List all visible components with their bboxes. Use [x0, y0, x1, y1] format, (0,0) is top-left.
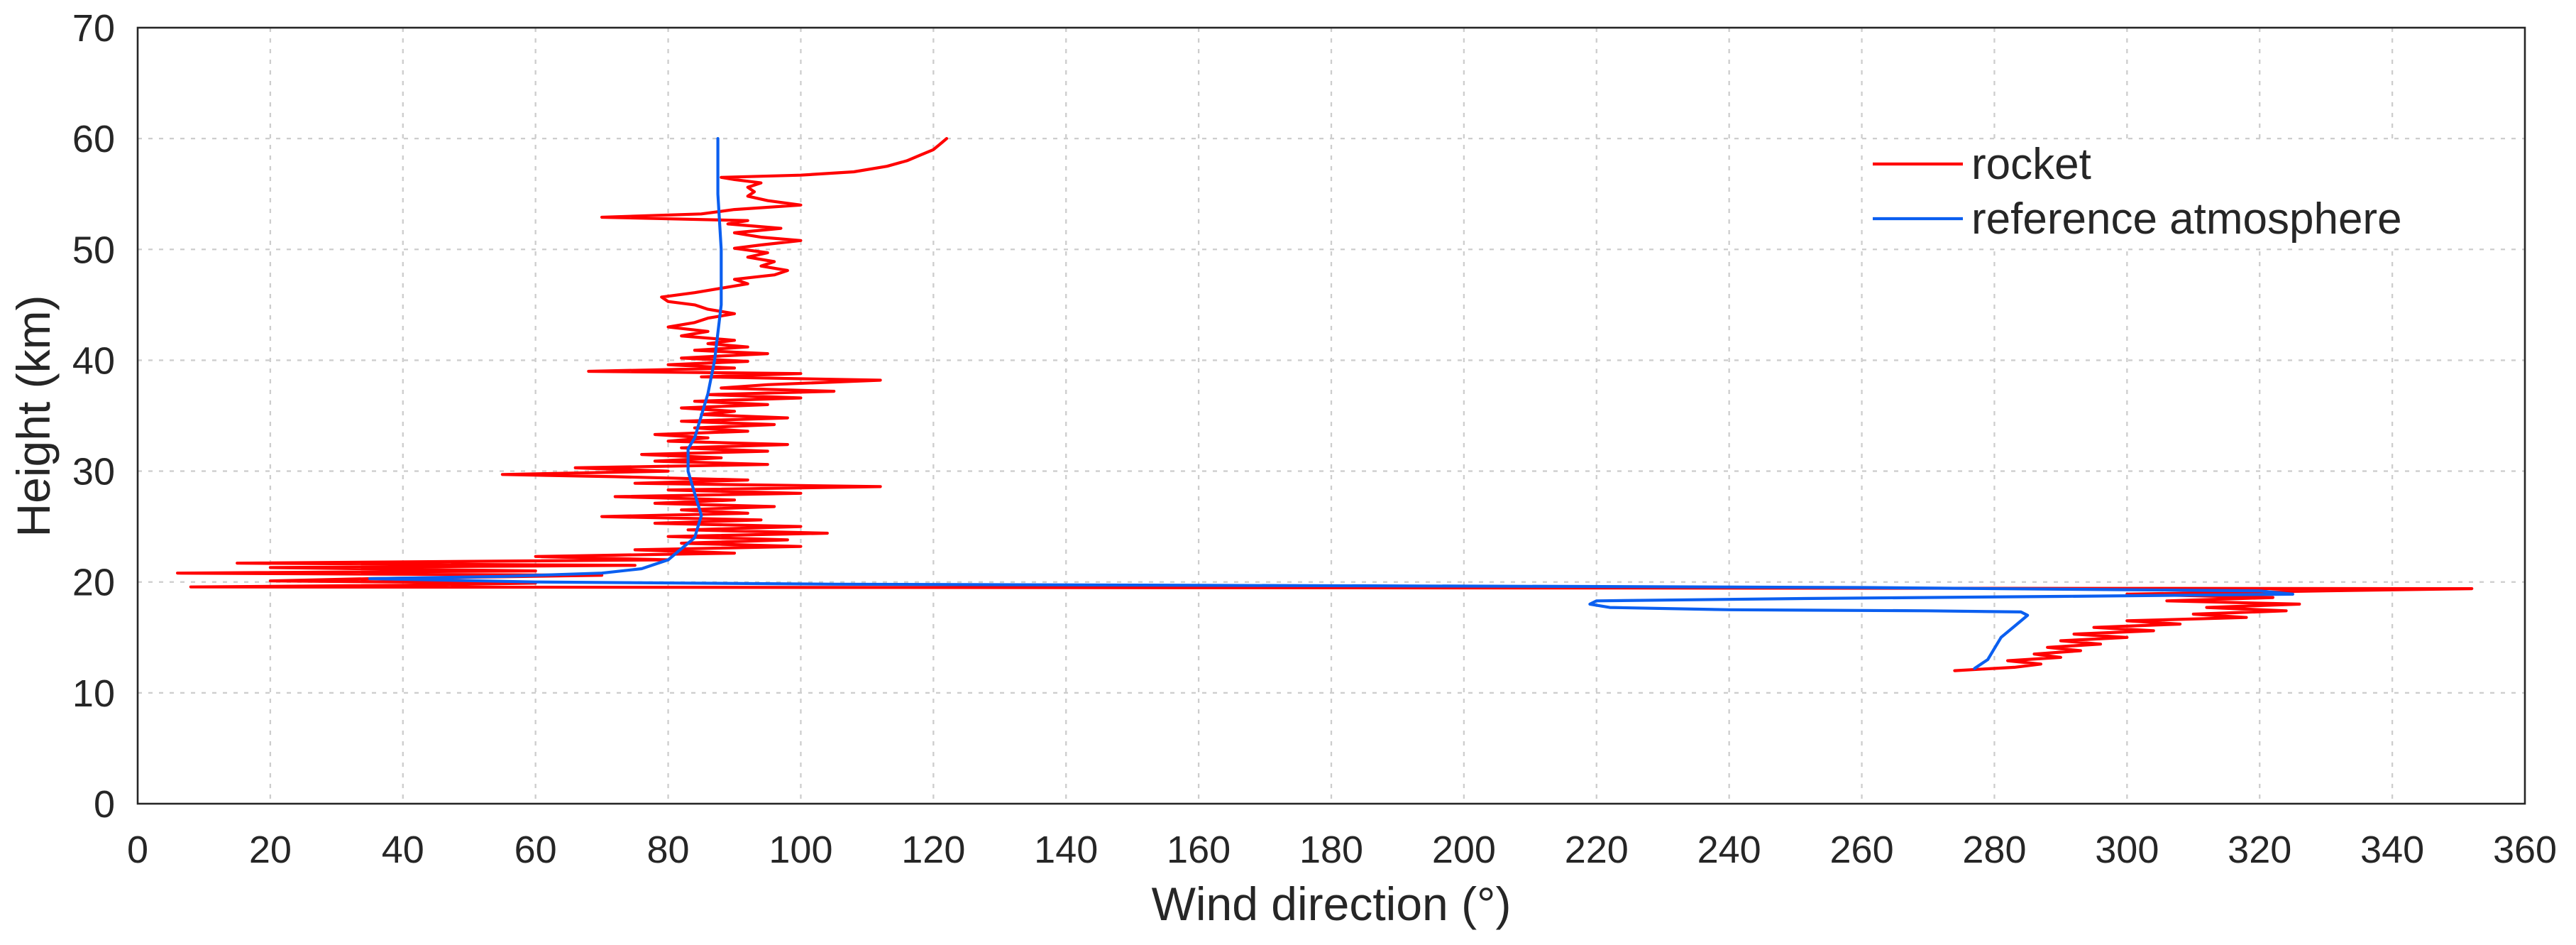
x-tick-label: 360 — [2493, 829, 2557, 871]
x-tick-label: 240 — [1697, 829, 1761, 871]
x-tick-label: 320 — [2228, 829, 2291, 871]
y-tick-label: 70 — [72, 7, 115, 50]
legend-label-reference-atmosphere: reference atmosphere — [1971, 195, 2402, 244]
x-tick-label: 0 — [127, 829, 148, 871]
y-tick-label: 0 — [94, 783, 115, 826]
series-line-rocket — [176, 137, 2474, 672]
y-tick-labels: 0 10 20 30 40 50 60 70 — [72, 7, 115, 826]
x-tick-labels: 0 20 40 60 80 100 120 140 160 180 200 220 240 260 280 3… — [127, 829, 2557, 871]
y-tick-label: 60 — [72, 118, 115, 160]
x-tick-label: 40 — [382, 829, 424, 871]
x-tick-label: 260 — [1830, 829, 1894, 871]
plot-series — [176, 137, 2474, 672]
x-tick-label: 340 — [2360, 829, 2424, 871]
legend-label-rocket: rocket — [1971, 140, 2091, 189]
x-tick-label: 300 — [2095, 829, 2159, 871]
y-tick-label: 10 — [72, 672, 115, 715]
series-line-reference-atmosphere — [368, 137, 2294, 670]
x-tick-label: 80 — [647, 829, 690, 871]
y-tick-label: 20 — [72, 562, 115, 604]
legend-background — [1863, 145, 2452, 246]
y-axis-title: Height (km) — [7, 295, 60, 537]
x-tick-label: 160 — [1167, 829, 1231, 871]
axes-frame — [136, 26, 2526, 805]
x-tick-label: 180 — [1299, 829, 1363, 871]
x-tick-label: 60 — [514, 829, 557, 871]
x-tick-label: 220 — [1565, 829, 1629, 871]
y-tick-label: 50 — [72, 229, 115, 271]
x-tick-label: 140 — [1034, 829, 1098, 871]
x-tick-label: 200 — [1432, 829, 1496, 871]
x-tick-label: 20 — [249, 829, 292, 871]
legend: rocket reference atmosphere — [1863, 140, 2452, 246]
x-tick-label: 100 — [769, 829, 832, 871]
y-tick-label: 30 — [72, 451, 115, 493]
y-tick-label: 40 — [72, 339, 115, 382]
x-tick-label: 280 — [1962, 829, 2026, 871]
x-axis-title: Wind direction (°) — [1152, 878, 1512, 930]
x-tick-label: 120 — [901, 829, 965, 871]
